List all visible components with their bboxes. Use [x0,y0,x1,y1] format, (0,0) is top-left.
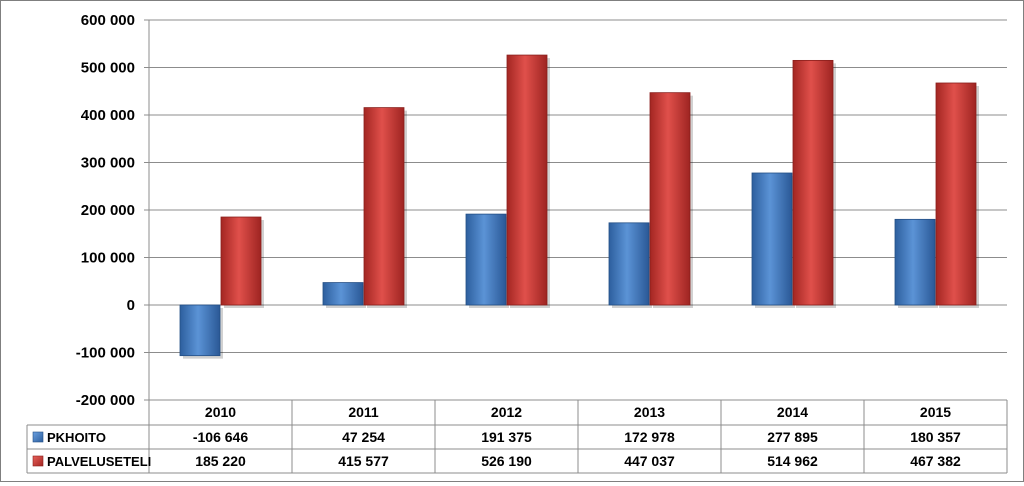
bar-palveluseteli-2010 [220,216,262,306]
legend-key-palveluseteli [32,455,44,467]
bar-pkhoito-2014 [751,172,793,306]
table-value-palveluseteli: 467 382 [910,453,961,469]
x-category-label: 2011 [348,404,379,420]
y-tick-label: 100 000 [81,250,135,267]
legend-label-pkhoito: PKHOITO [47,430,106,445]
table-value-pkhoito: 47 254 [342,429,385,445]
table-value-pkhoito: 180 357 [910,429,961,445]
table-value-pkhoito: -106 646 [193,429,248,445]
bars [179,54,979,359]
y-tick-label: -200 000 [76,392,135,409]
bar-palveluseteli-2013 [649,92,691,306]
gridlines [144,19,1007,401]
bar-pkhoito-2015 [894,218,936,306]
x-category-label: 2013 [634,404,665,420]
y-tick-label: 0 [127,297,135,314]
x-category-label: 2012 [491,404,522,420]
bar-pkhoito-2010 [179,304,221,357]
legend-label-palveluseteli: PALVELUSETELI [47,454,151,469]
data-table: 2010 2011 2012 2013 2014 2015 PKHOITO -106 646 4… [26,399,1008,474]
bar-palveluseteli-2015 [935,82,977,306]
table-value-pkhoito: 172 978 [624,429,675,445]
bar-pkhoito-2013 [608,222,650,306]
y-tick-label: -100 000 [76,345,135,362]
table-value-palveluseteli: 514 962 [767,453,818,469]
y-tick-label: 400 000 [81,107,135,124]
table-value-palveluseteli: 415 577 [338,453,389,469]
legend-key-pkhoito [32,431,44,443]
table-value-palveluseteli: 447 037 [624,453,675,469]
y-tick-label: 300 000 [81,155,135,172]
y-axis: 600 000 500 000 400 000 300 000 200 000 100 0… [76,12,150,409]
bar-pkhoito-2011 [322,282,364,306]
y-tick-label: 600 000 [81,12,135,29]
y-tick-label: 500 000 [81,60,135,77]
table-value-palveluseteli: 526 190 [481,453,532,469]
bar-palveluseteli-2014 [792,59,834,306]
x-category-label: 2014 [777,404,808,420]
y-tick-label: 200 000 [81,202,135,219]
x-category-label: 2015 [920,404,951,420]
x-category-label: 2010 [205,404,236,420]
table-value-palveluseteli: 185 220 [195,453,246,469]
table-value-pkhoito: 277 895 [767,429,818,445]
bar-palveluseteli-2012 [506,54,548,306]
bar-pkhoito-2012 [465,213,507,306]
table-value-pkhoito: 191 375 [481,429,532,445]
bar-palveluseteli-2011 [363,107,405,306]
